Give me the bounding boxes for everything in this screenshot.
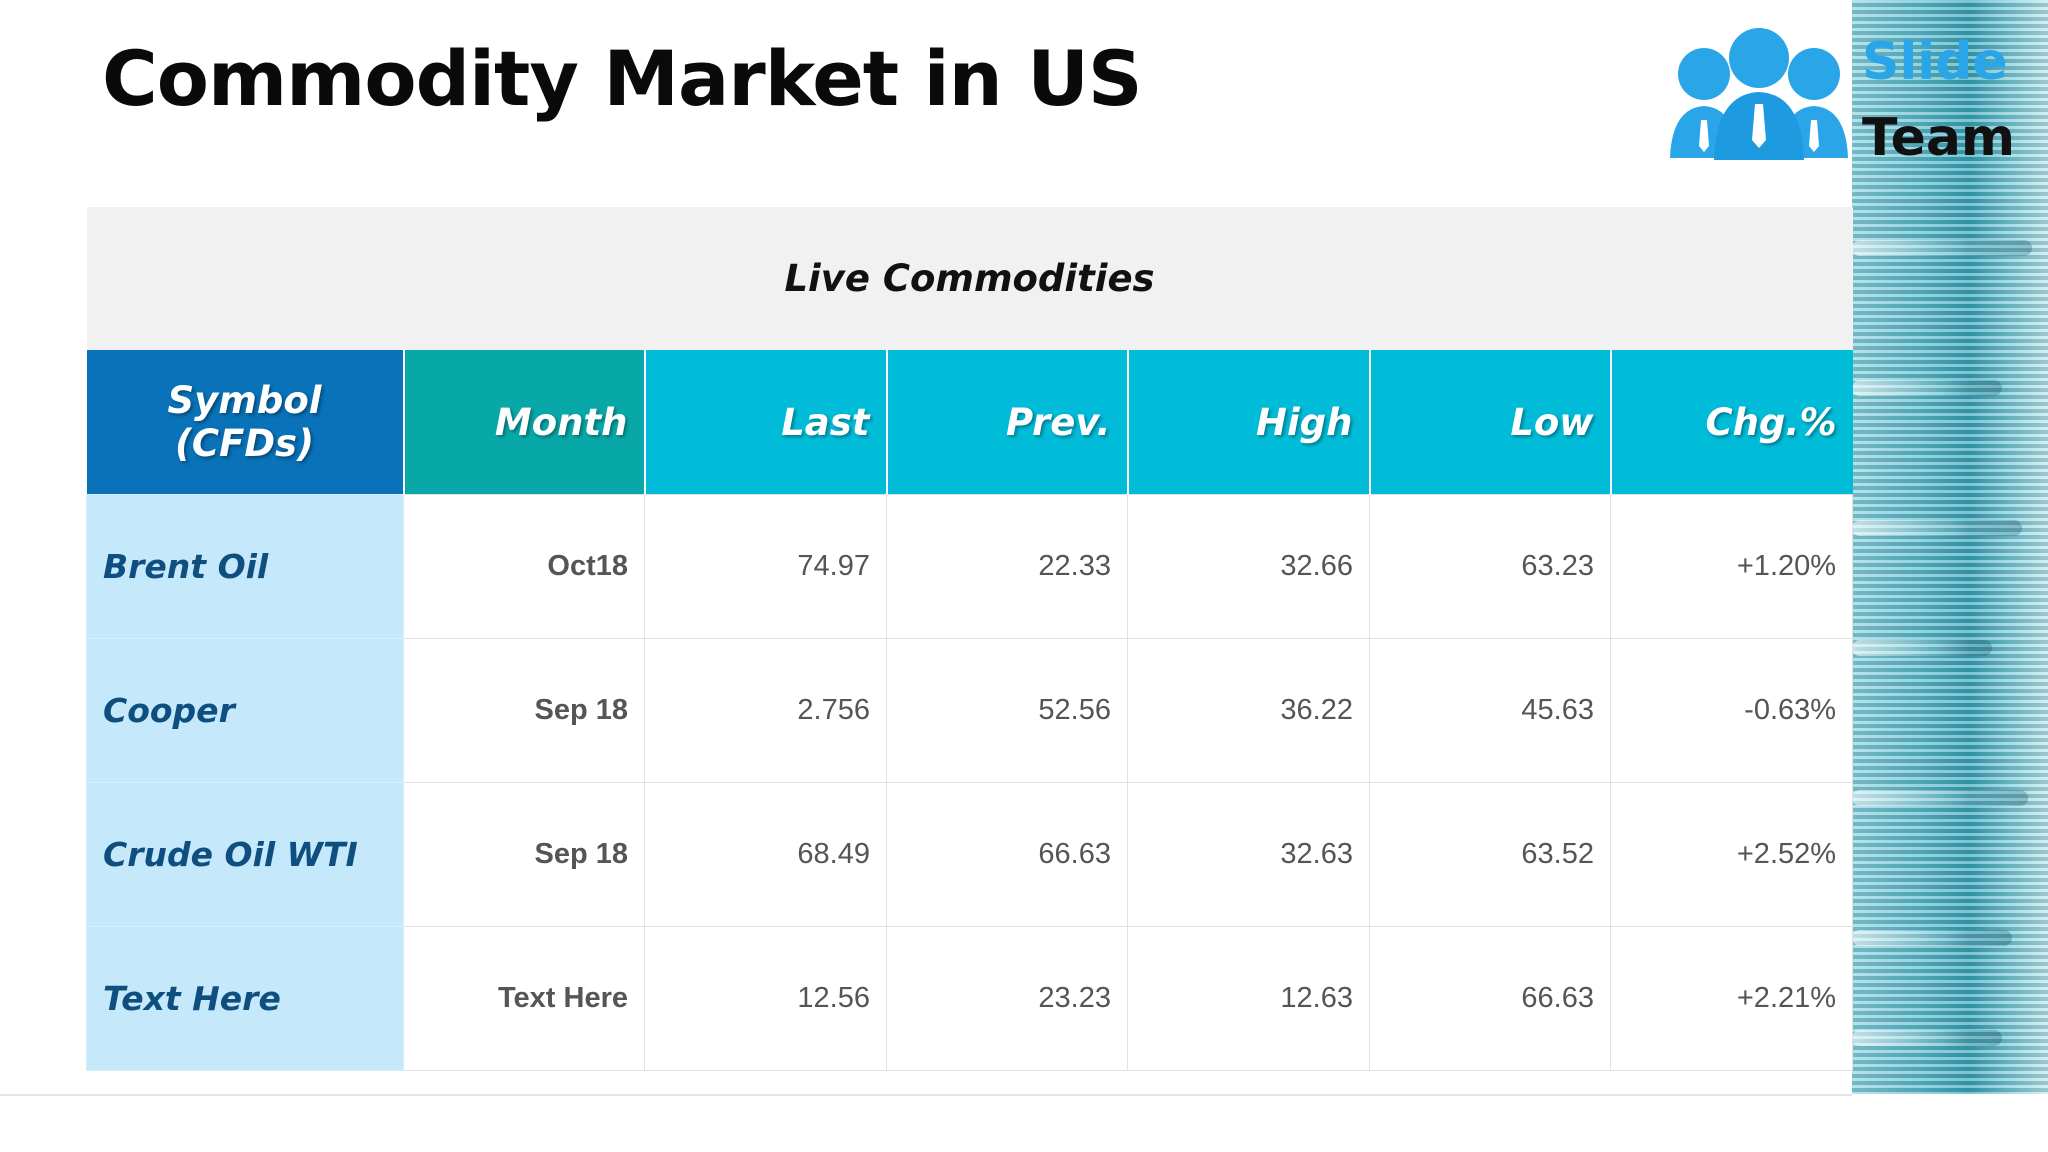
header-last: Last [643,350,887,495]
coin-stack-image [1852,0,2048,1094]
header-low: Low [1368,350,1611,495]
cell-prev: 66.63 [886,782,1128,927]
bottom-divider [0,1094,1852,1096]
logo-word-team: Team [1862,108,2016,168]
slideteam-logo: Slide Team [1664,28,2044,168]
cell-month: Sep 18 [403,638,645,783]
header-high: High [1126,350,1370,495]
cell-low: 45.63 [1369,638,1611,783]
cell-low: 66.63 [1369,926,1611,1071]
cell-last: 12.56 [644,926,887,1071]
table-row: Brent Oil Oct18 74.97 22.33 32.66 63.23 … [86,494,1854,639]
cell-symbol: Brent Oil [86,494,404,639]
table-row: Text Here Text Here 12.56 23.23 12.63 66… [86,926,1854,1071]
cell-chg: +1.20% [1609,494,1854,639]
cell-chg: +2.52% [1609,782,1854,927]
cell-prev: 23.23 [886,926,1128,1071]
cell-high: 12.63 [1127,926,1370,1071]
cell-chg: +2.21% [1609,926,1854,1071]
header-chg: Chg.% [1609,350,1853,495]
header-prev: Prev. [885,350,1128,495]
cell-symbol: Cooper [86,638,404,783]
commodities-table: Live Commodities Symbol (CFDs) Month Las… [86,207,1854,1071]
cell-prev: 22.33 [886,494,1128,639]
cell-low: 63.52 [1369,782,1611,927]
cell-high: 36.22 [1127,638,1370,783]
cell-prev: 52.56 [886,638,1128,783]
cell-chg: -0.63% [1609,638,1854,783]
cell-symbol: Text Here [86,926,404,1071]
cell-month: Text Here [403,926,645,1071]
cell-high: 32.66 [1127,494,1370,639]
table-row: Crude Oil WTI Sep 18 68.49 66.63 32.63 6… [86,782,1854,927]
table-caption: Live Commodities [86,207,1853,350]
cell-low: 63.23 [1369,494,1611,639]
table-row: Cooper Sep 18 2.756 52.56 36.22 45.63 -0… [86,638,1854,783]
cell-month: Oct18 [403,494,645,639]
header-symbol: Symbol (CFDs) [86,350,404,495]
slide-title: Commodity Market in US [102,34,1143,123]
logo-word-slide: Slide [1862,32,2008,92]
cell-symbol: Crude Oil WTI [86,782,404,927]
cell-last: 68.49 [644,782,887,927]
people-icon [1670,28,1848,160]
cell-last: 74.97 [644,494,887,639]
header-month: Month [402,350,645,495]
cell-month: Sep 18 [403,782,645,927]
cell-last: 2.756 [644,638,887,783]
cell-high: 32.63 [1127,782,1370,927]
